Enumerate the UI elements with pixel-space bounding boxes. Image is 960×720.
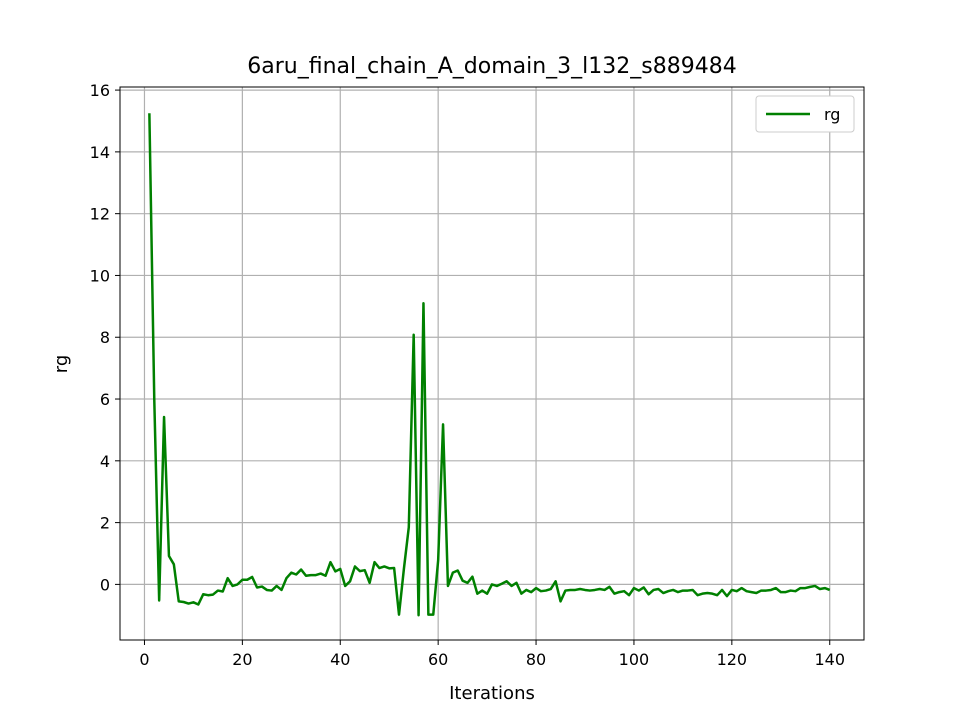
- y-tick-label: 12: [90, 205, 110, 224]
- y-tick-label: 8: [100, 328, 110, 347]
- chart-title: 6aru_final_chain_A_domain_3_l132_s889484: [247, 54, 736, 79]
- x-axis-title: Iterations: [449, 683, 535, 704]
- plot-frame: [119, 86, 865, 641]
- grid: [120, 87, 864, 640]
- legend: rg: [755, 95, 855, 133]
- legend-label: rg: [824, 105, 840, 124]
- x-tick-label: 60: [428, 650, 448, 669]
- x-tick-label: 100: [619, 650, 650, 669]
- y-tick-label: 14: [90, 143, 110, 162]
- x-tick-label: 120: [717, 650, 748, 669]
- series-layer: [148, 113, 831, 617]
- series-line-rg: [148, 113, 831, 617]
- y-axis-title: rg: [51, 355, 72, 374]
- x-tick-label: 0: [139, 650, 149, 669]
- x-tick-label: 140: [814, 650, 845, 669]
- x-tick-label: 40: [330, 650, 350, 669]
- y-tick-label: 0: [100, 575, 110, 594]
- x-tick-label: 20: [232, 650, 252, 669]
- y-tick-label: 10: [90, 266, 110, 285]
- y-tick-label: 2: [100, 514, 110, 533]
- ticks: 0 20 40 60 80 100 120 140 0 2 4 6 8 10 12 14 16: [90, 81, 845, 669]
- y-tick-label: 16: [90, 81, 110, 100]
- y-tick-label: 6: [100, 390, 110, 409]
- y-tick-label: 4: [100, 452, 110, 471]
- x-tick-label: 80: [526, 650, 546, 669]
